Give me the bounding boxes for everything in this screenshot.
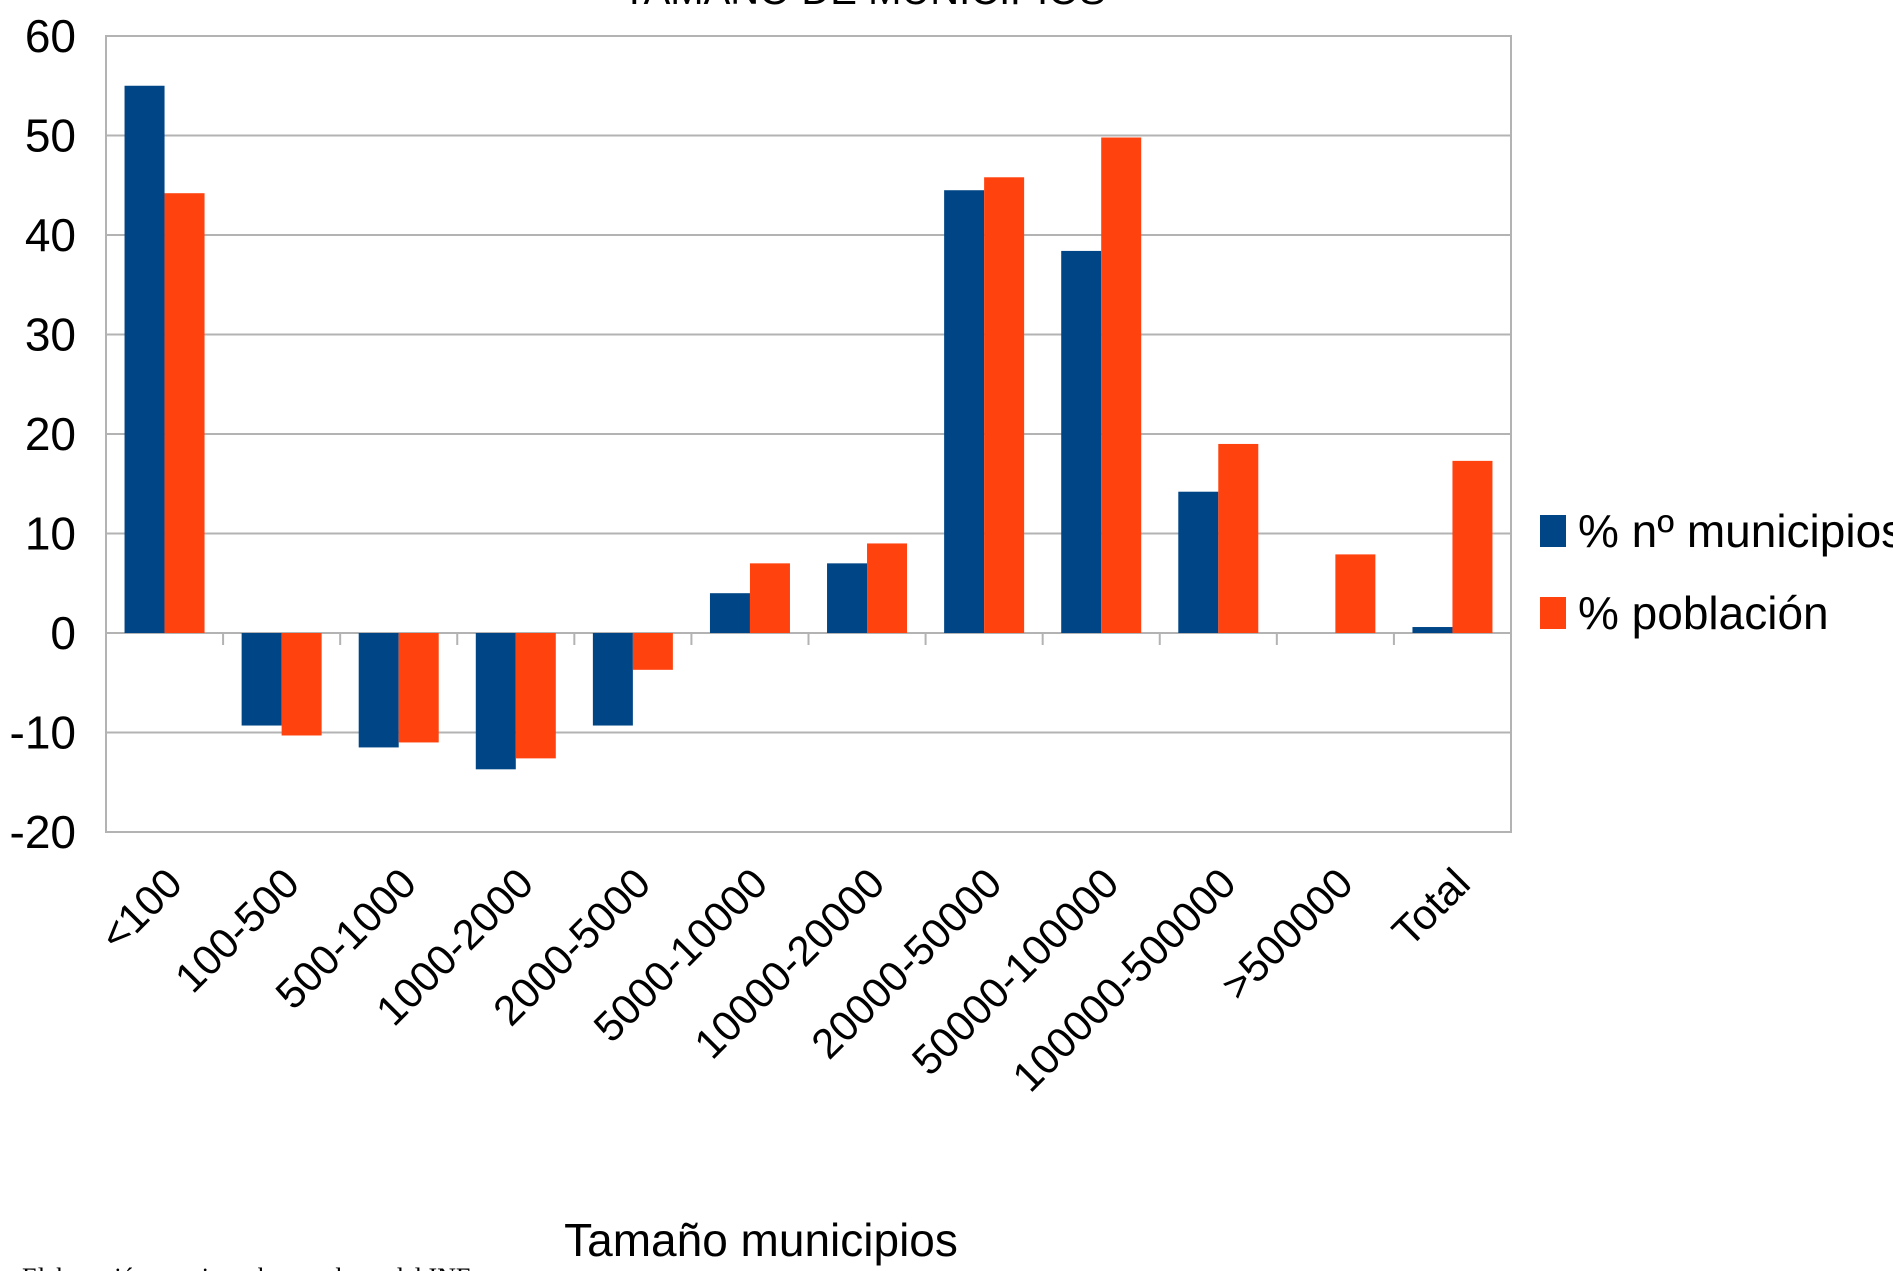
y-tick-label: 0 — [50, 607, 76, 659]
bar — [1101, 137, 1142, 634]
bar — [398, 633, 439, 743]
bar — [984, 177, 1025, 634]
legend-swatch — [1540, 597, 1566, 629]
bar — [1335, 554, 1376, 633]
bar — [1178, 491, 1219, 633]
legend-swatch — [1540, 515, 1566, 547]
bar — [515, 633, 556, 759]
legend-label: % nº municipios — [1578, 505, 1893, 557]
bar — [632, 633, 673, 670]
x-tick-label: <100 — [91, 859, 191, 959]
bar — [281, 633, 322, 736]
legend-label: % población — [1578, 587, 1829, 639]
x-tick-label: 50000-100000 — [903, 859, 1128, 1084]
y-tick-label: -20 — [10, 806, 76, 858]
bar — [124, 85, 165, 633]
bar — [1218, 443, 1259, 633]
bar — [241, 633, 282, 726]
bar — [1061, 250, 1102, 634]
y-tick-label: -10 — [10, 707, 76, 759]
bar — [592, 633, 633, 726]
y-tick-label: 10 — [25, 508, 76, 560]
source-note: Elaboración propia en base a datos del I… — [22, 1263, 472, 1271]
bar — [944, 190, 985, 633]
y-tick-label: 20 — [25, 408, 76, 460]
bar — [164, 193, 205, 633]
x-tick-label: Total — [1383, 859, 1479, 955]
y-tick-label: 60 — [25, 10, 76, 62]
bar — [1412, 627, 1453, 633]
bar — [358, 633, 399, 748]
bar — [867, 543, 908, 633]
y-tick-label: 30 — [25, 309, 76, 361]
bar — [1452, 460, 1493, 633]
y-tick-label: 50 — [25, 110, 76, 162]
bar — [827, 563, 868, 633]
bar — [709, 593, 750, 633]
x-axis-title: Tamaño municipios — [564, 1214, 958, 1266]
bar — [749, 563, 790, 633]
chart-title: TAMAÑO DE MUNICIPIOS — [622, 0, 1106, 13]
y-tick-label: 40 — [25, 209, 76, 261]
bar — [475, 633, 516, 770]
x-tick-label: >500000 — [1212, 859, 1362, 1009]
